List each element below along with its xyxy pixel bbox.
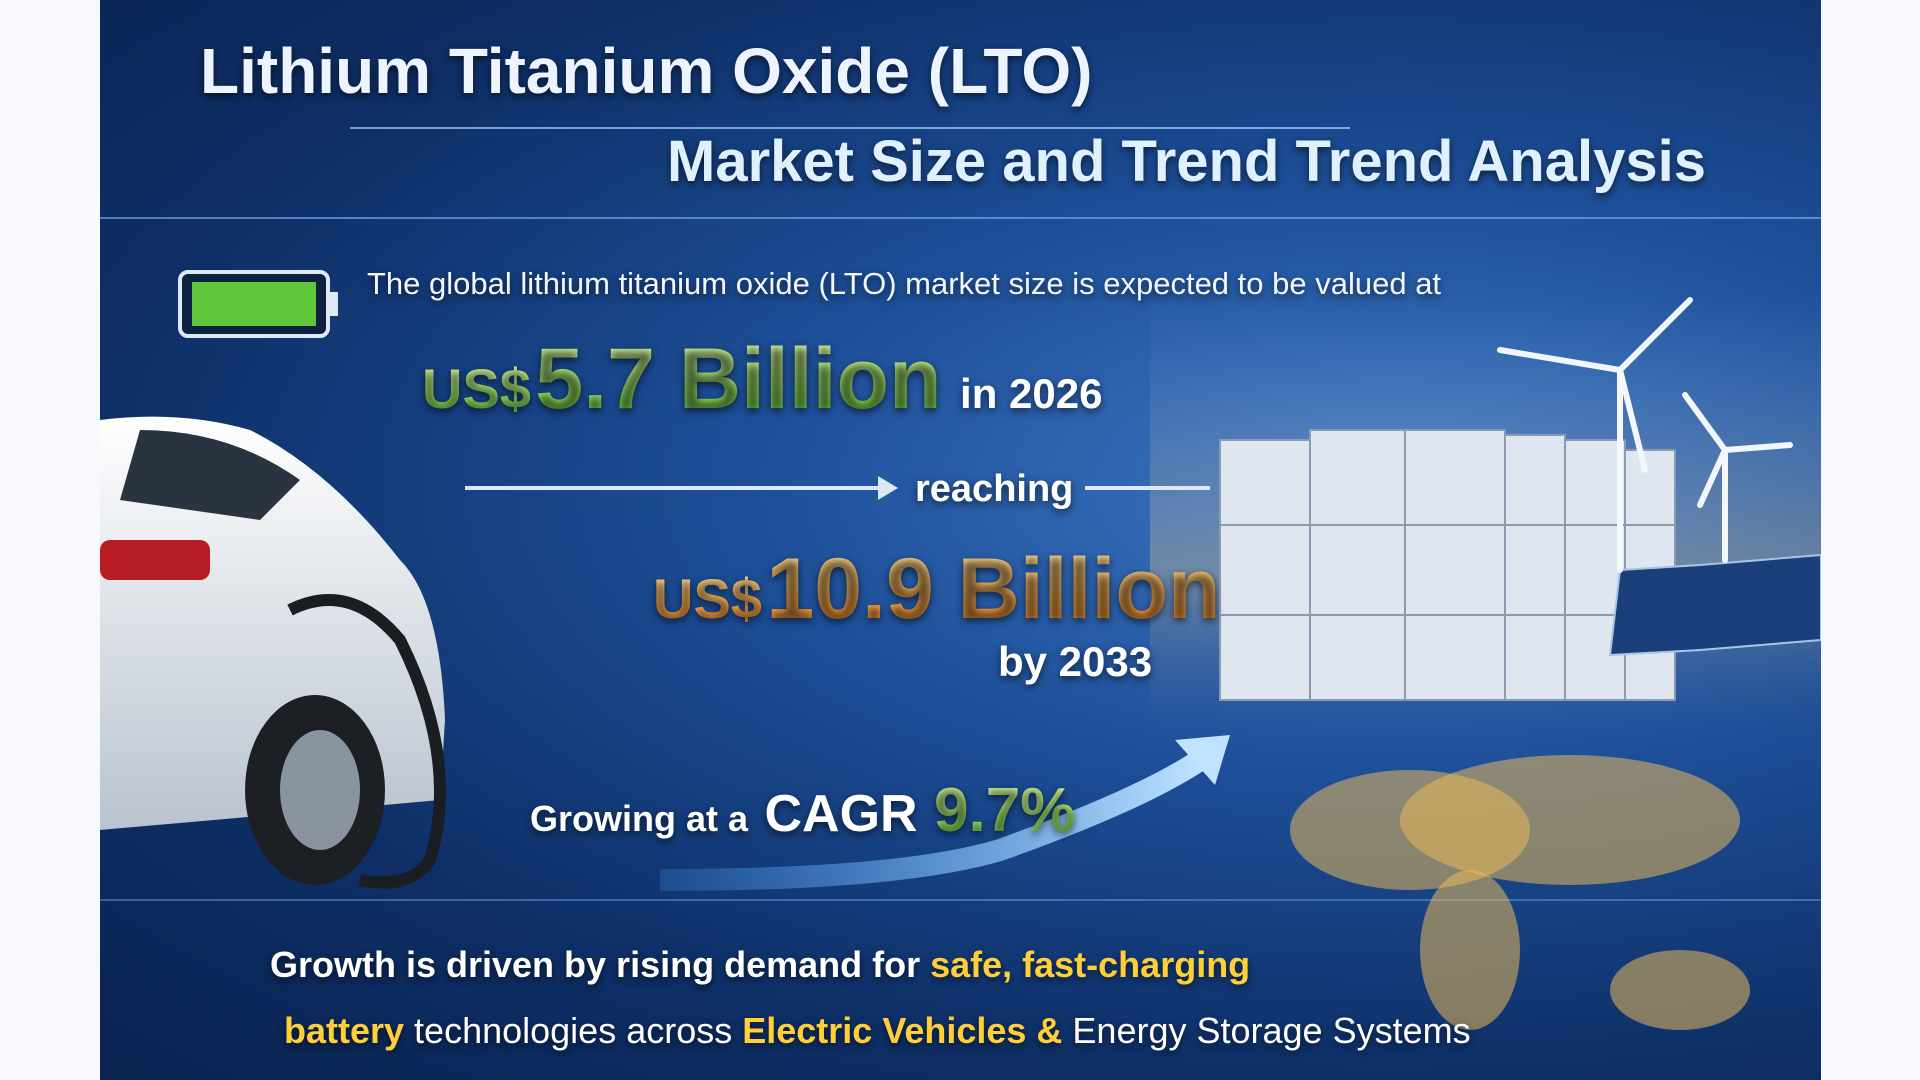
cagr-prefix: Growing at a: [530, 798, 749, 839]
footer-highlight: safe, fast-charging: [930, 944, 1251, 985]
title: Lithium Titanium Oxide (LTO): [200, 35, 1093, 107]
footer-text: Growth is driven by rising demand for: [270, 944, 921, 985]
amount: 5.7 Billion: [535, 331, 942, 427]
footer-line: battery technologies across Electric Vehic…: [284, 1010, 1471, 1052]
battery-icon: [178, 270, 338, 338]
footer-highlight: Electric Vehicles &: [742, 1010, 1063, 1051]
infographic: Lithium Titanium Oxide (LTO) Market Size…: [100, 0, 1821, 1080]
reaching-label: reaching: [915, 468, 1074, 510]
intro-text: The global lithium titanium oxide (LTO) …: [367, 266, 1442, 301]
storage-cabinets: [1219, 429, 1676, 701]
electric-car: [100, 416, 446, 889]
cagr-line: Growing at a CAGR 9.7%: [530, 775, 1075, 846]
amount: 10.9 Billion: [766, 541, 1221, 637]
currency: US$: [653, 567, 762, 630]
cagr-value: 9.7%: [934, 776, 1076, 845]
period: by 2033: [998, 638, 1153, 685]
wind-turbine: [1497, 297, 1793, 573]
subtitle: Market Size and Trend Trend Analysis: [667, 129, 1706, 194]
value-2026: US$ 5.7 Billion in 2026: [422, 330, 1102, 429]
footer-text: technologies across: [414, 1010, 733, 1051]
footer-line: Growth is driven by rising demand for saf…: [270, 944, 1250, 986]
arrow-head: [878, 476, 898, 500]
world-map: [1290, 755, 1750, 1030]
growth-arrow: [659, 750, 1207, 891]
footer-highlight: battery: [284, 1010, 405, 1051]
background-art: [100, 127, 1821, 1030]
footer-text: Energy Storage Systems: [1072, 1010, 1471, 1051]
currency: US$: [422, 357, 531, 420]
cagr-label: CAGR: [764, 785, 918, 843]
solar-panel: [1608, 553, 1821, 657]
period: in 2026: [960, 370, 1103, 417]
growth-arrow-head: [1175, 735, 1230, 785]
value-2033: US$ 10.9 Billion: [653, 540, 1220, 639]
